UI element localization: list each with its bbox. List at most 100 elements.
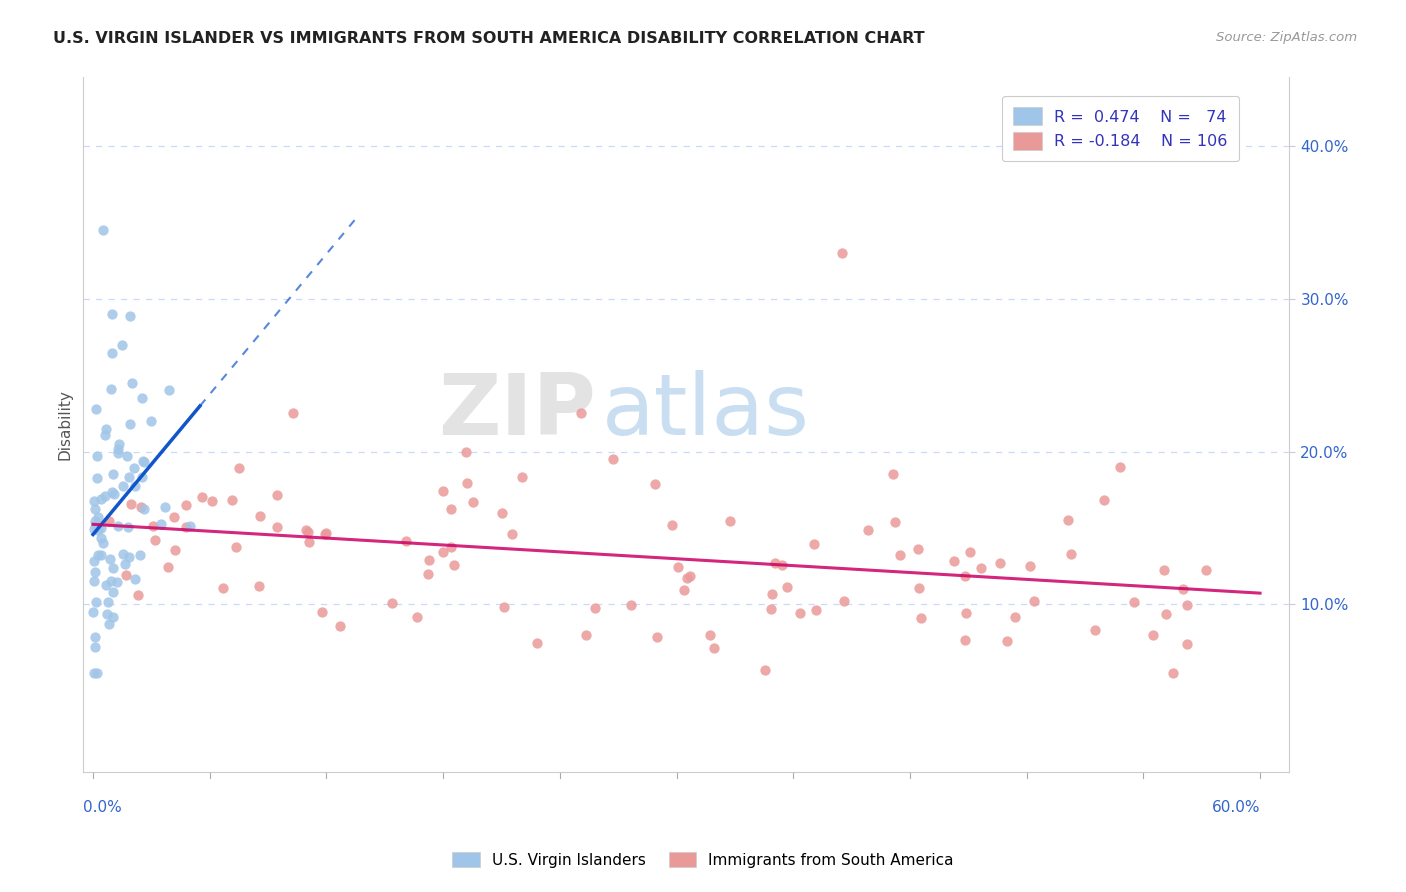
Point — [406, 610, 429, 624]
Point — [1084, 624, 1107, 638]
Point — [111, 547, 134, 561]
Point — [856, 523, 879, 537]
Legend: R =  0.474    N =   74, R = -0.184    N = 106: R = 0.474 N = 74, R = -0.184 N = 106 — [1001, 95, 1239, 161]
Point — [93, 536, 115, 550]
Point — [165, 542, 187, 557]
Point — [761, 602, 783, 616]
Point — [666, 560, 689, 574]
Point — [620, 598, 643, 612]
Point — [82, 605, 104, 619]
Point — [150, 517, 173, 532]
Point — [100, 574, 122, 589]
Point — [803, 537, 825, 551]
Point — [84, 595, 107, 609]
Point — [87, 510, 110, 524]
Point — [1153, 563, 1175, 577]
Point — [439, 501, 461, 516]
Text: U.S. VIRGIN ISLANDER VS IMMIGRANTS FROM SOUTH AMERICA DISABILITY CORRELATION CHA: U.S. VIRGIN ISLANDER VS IMMIGRANTS FROM … — [53, 31, 925, 46]
Point — [988, 556, 1011, 570]
Point — [225, 540, 247, 554]
Point — [132, 502, 155, 516]
Point — [94, 489, 117, 503]
Point — [645, 630, 668, 644]
Text: 60.0%: 60.0% — [1212, 800, 1260, 815]
Point — [90, 531, 112, 545]
Point — [1060, 547, 1083, 561]
Point — [955, 606, 977, 620]
Point — [754, 663, 776, 677]
Point — [101, 584, 124, 599]
Point — [456, 445, 478, 459]
Point — [882, 467, 904, 481]
Point — [129, 500, 152, 514]
Point — [94, 578, 117, 592]
Point — [995, 634, 1018, 648]
Point — [526, 635, 548, 649]
Point — [100, 345, 122, 359]
Point — [212, 581, 235, 595]
Point — [959, 544, 981, 558]
Point — [143, 533, 166, 547]
Point — [804, 603, 827, 617]
Point — [395, 533, 418, 548]
Text: atlas: atlas — [602, 369, 810, 452]
Point — [142, 519, 165, 533]
Point — [329, 618, 352, 632]
Point — [86, 402, 108, 417]
Point — [90, 549, 112, 563]
Point — [510, 470, 533, 484]
Point — [131, 391, 153, 405]
Point — [295, 523, 318, 537]
Point — [124, 479, 146, 493]
Point — [910, 611, 932, 625]
Point — [699, 628, 721, 642]
Point — [501, 526, 523, 541]
Point — [83, 666, 105, 681]
Text: Source: ZipAtlas.com: Source: ZipAtlas.com — [1216, 31, 1357, 45]
Point — [127, 588, 149, 602]
Point — [120, 497, 142, 511]
Point — [101, 307, 124, 321]
Point — [103, 561, 125, 575]
Point — [141, 414, 163, 428]
Point — [883, 515, 905, 529]
Point — [1018, 558, 1040, 573]
Point — [153, 500, 176, 515]
Point — [86, 450, 108, 464]
Point — [298, 535, 321, 549]
Point — [120, 417, 142, 431]
Point — [107, 518, 129, 533]
Point — [583, 601, 606, 615]
Point — [84, 565, 107, 579]
Point — [249, 508, 271, 523]
Point — [311, 605, 333, 619]
Point — [83, 574, 105, 588]
Point — [83, 554, 105, 568]
Point — [1195, 563, 1218, 577]
Point — [770, 558, 793, 572]
Point — [100, 382, 122, 396]
Point — [418, 566, 440, 581]
Point — [103, 610, 125, 624]
Point — [789, 606, 811, 620]
Legend: U.S. Virgin Islanders, Immigrants from South America: U.S. Virgin Islanders, Immigrants from S… — [446, 846, 960, 873]
Point — [678, 569, 700, 583]
Point — [491, 506, 513, 520]
Point — [832, 594, 855, 608]
Point — [174, 519, 197, 533]
Point — [97, 514, 120, 528]
Point — [432, 484, 454, 499]
Point — [83, 640, 105, 654]
Point — [83, 502, 105, 516]
Point — [83, 630, 105, 644]
Point — [228, 460, 250, 475]
Point — [953, 569, 976, 583]
Point — [128, 548, 150, 562]
Point — [443, 558, 465, 572]
Point — [83, 522, 105, 536]
Point — [907, 581, 929, 595]
Point — [111, 479, 134, 493]
Point — [703, 640, 725, 655]
Point — [661, 517, 683, 532]
Point — [132, 453, 155, 467]
